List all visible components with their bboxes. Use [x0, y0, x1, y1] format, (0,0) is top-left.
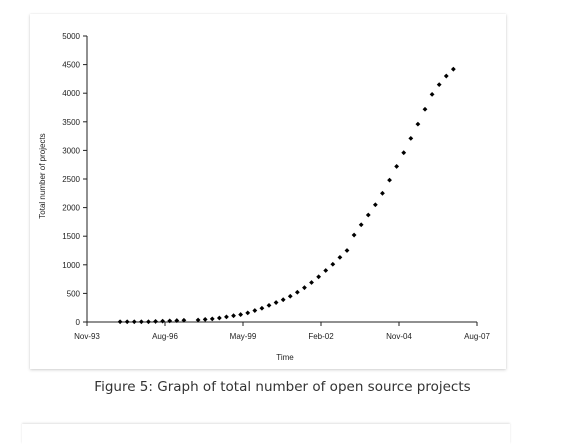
- data-point: [209, 316, 215, 322]
- x-tick-label: Aug-96: [152, 332, 178, 341]
- data-point: [309, 280, 314, 285]
- x-tick-label: Aug-07: [464, 332, 490, 341]
- y-tick-label: 5000: [62, 32, 80, 41]
- data-point: [238, 312, 244, 317]
- y-tick-label: 2500: [62, 175, 80, 184]
- data-point: [245, 310, 251, 316]
- data-point: [117, 319, 123, 325]
- y-tick-label: 1000: [62, 261, 80, 270]
- data-point: [216, 315, 222, 321]
- data-point: [344, 248, 350, 253]
- data-point: [436, 82, 442, 88]
- x-axis: Nov-93 Aug-96 May-99 Feb-02 Nov-04 Aug-07: [74, 321, 490, 341]
- data-point: [387, 177, 392, 183]
- data-point: [365, 212, 371, 218]
- y-tick-label: 4500: [62, 61, 80, 70]
- data-point: [358, 222, 364, 228]
- data-point: [394, 164, 400, 169]
- data-point: [380, 190, 385, 196]
- data-point: [415, 121, 421, 127]
- data-point: [422, 106, 428, 112]
- data-series: [117, 66, 456, 325]
- data-point: [316, 274, 322, 280]
- data-point: [287, 293, 293, 299]
- data-point: [302, 285, 307, 291]
- y-axis: 0 500 1000 1500 2000 2500 3000 3500 4000 4500 5000: [62, 32, 88, 327]
- y-tick-label: 0: [76, 318, 81, 327]
- data-point: [153, 319, 158, 324]
- data-point: [351, 232, 357, 238]
- data-point: [443, 73, 449, 79]
- data-point: [138, 319, 144, 325]
- data-point: [337, 254, 343, 260]
- x-axis-title: Time: [276, 353, 294, 362]
- data-point: [252, 308, 258, 313]
- x-tick-label: Nov-93: [74, 332, 100, 341]
- data-point: [330, 261, 336, 267]
- data-point: [259, 305, 265, 311]
- y-axis-title: Total number of projects: [38, 133, 47, 218]
- data-point: [181, 317, 187, 323]
- data-point: [195, 317, 201, 323]
- data-point: [167, 318, 173, 324]
- data-point: [273, 300, 279, 305]
- data-point: [124, 319, 130, 325]
- data-point: [160, 318, 166, 324]
- next-figure-card: [22, 424, 510, 444]
- y-tick-label: 3500: [62, 118, 80, 127]
- data-point: [408, 135, 414, 141]
- data-point: [401, 150, 407, 156]
- y-tick-label: 4000: [62, 89, 80, 98]
- data-point: [323, 268, 329, 273]
- y-tick-label: 500: [67, 289, 81, 298]
- data-point: [266, 303, 272, 308]
- y-tick-label: 2000: [62, 204, 80, 213]
- figure-card: 0 500 1000 1500 2000 2500 3000 3500 4000 4500 5000…: [30, 14, 506, 369]
- data-point: [146, 319, 151, 325]
- x-tick-label: Feb-02: [308, 332, 334, 341]
- data-point: [450, 66, 456, 72]
- data-point: [231, 313, 236, 319]
- data-point: [131, 319, 137, 325]
- x-tick-label: May-99: [230, 332, 257, 341]
- data-point: [280, 297, 286, 303]
- y-tick-label: 3000: [62, 146, 80, 155]
- data-point: [294, 289, 300, 295]
- data-point: [429, 91, 435, 97]
- data-point: [372, 202, 378, 208]
- figure-caption: Figure 5: Graph of total number of open …: [94, 379, 471, 395]
- data-point: [224, 314, 229, 320]
- chart: 0 500 1000 1500 2000 2500 3000 3500 4000 4500 5000…: [38, 32, 490, 362]
- data-point: [174, 318, 180, 323]
- x-tick-label: Nov-04: [386, 332, 412, 341]
- data-point: [202, 317, 208, 322]
- y-tick-label: 1500: [62, 232, 80, 241]
